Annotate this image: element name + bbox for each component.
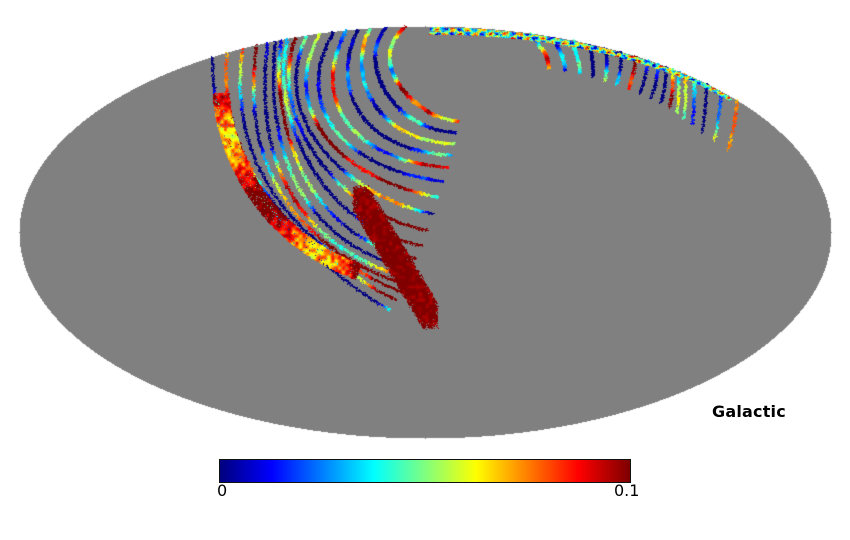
sky-map-canvas [0,0,850,460]
colorbar-min-tick-label: 0 [217,481,228,500]
colorbar-gradient [219,459,631,483]
colorbar [219,459,631,485]
colorbar-max-tick-label: 0.1 [614,481,640,500]
coordinate-system-label: Galactic [712,402,786,421]
